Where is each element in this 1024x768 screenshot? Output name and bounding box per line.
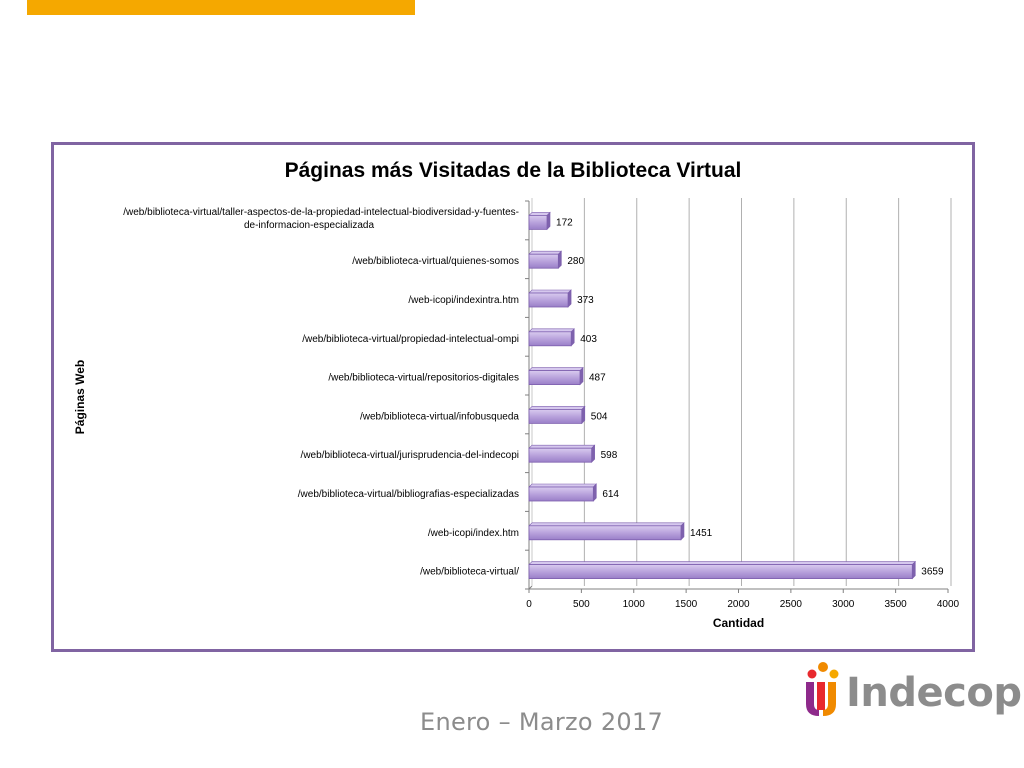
bar-side-face <box>567 289 572 308</box>
bar-value-label: 614 <box>602 489 619 500</box>
category-label: /web-icopi/index.htm <box>428 528 519 539</box>
bar-top-face <box>528 561 917 565</box>
bar-top-face <box>528 328 575 333</box>
category-label: /web/biblioteca-virtual/quienes-somos <box>352 256 519 267</box>
category-label: /web/biblioteca-virtual/jurisprudencia-d… <box>301 450 519 461</box>
bar-value-label: 3659 <box>921 567 944 578</box>
bar <box>528 331 572 347</box>
x-tick-label: 1000 <box>623 599 646 610</box>
axis-depth-line <box>528 585 533 590</box>
x-tick-label: 2500 <box>780 599 803 610</box>
bar-side-face <box>579 366 584 386</box>
bar <box>528 292 569 308</box>
bar-top-face <box>528 444 596 449</box>
bar <box>528 215 548 230</box>
x-tick-label: 4000 <box>937 599 960 610</box>
bar-top-face <box>528 250 563 255</box>
bar-value-label: 598 <box>601 450 618 461</box>
bar-side-face <box>546 211 551 231</box>
bar-top-face <box>528 406 586 410</box>
category-label: /web-icopi/indexintra.htm <box>408 295 519 306</box>
accent-bar <box>27 0 415 15</box>
x-tick-label: 3000 <box>832 599 855 610</box>
bar-top-face <box>528 522 685 527</box>
bar <box>528 564 913 580</box>
x-axis-title: Cantidad <box>713 616 764 630</box>
chart-frame: Páginas más Visitadas de la Biblioteca V… <box>51 142 975 652</box>
category-label: /web/biblioteca-virtual/ <box>420 567 519 578</box>
bar-side-face <box>593 483 597 502</box>
category-label: /web/biblioteca-virtual/taller-aspectos-… <box>123 207 519 218</box>
bar-side-face <box>680 522 685 541</box>
category-label: /web/biblioteca-virtual/bibliografias-es… <box>298 489 519 500</box>
bar-side-face <box>570 328 575 347</box>
chart-title: Páginas más Visitadas de la Biblioteca V… <box>284 159 742 182</box>
bar-side-face <box>591 444 595 463</box>
bar-value-label: 280 <box>567 256 584 267</box>
bar <box>528 408 583 424</box>
bar-top-face <box>528 289 572 294</box>
bar <box>528 525 682 541</box>
y-axis-title: Páginas Web <box>73 360 87 434</box>
x-tick-label: 3500 <box>885 599 908 610</box>
bar-side-face <box>581 405 586 425</box>
bar-side-face <box>558 250 562 269</box>
bar <box>528 370 581 386</box>
bar-top-face <box>528 483 598 488</box>
bar-top-face <box>528 212 551 216</box>
category-label: de-informacion-especializada <box>244 220 375 231</box>
bar-top-face <box>528 367 584 371</box>
indecopi-logo: Indecopi <box>803 660 1024 720</box>
bar-value-label: 172 <box>556 217 573 228</box>
bar <box>528 486 594 502</box>
bar-side-face <box>911 560 916 580</box>
x-tick-label: 500 <box>573 599 590 610</box>
bar-chart: 0 500 1000 1500 2000 2500 3000 3500 4000 172/web/… <box>73 198 960 630</box>
logo-text: Indecopi <box>846 670 1024 716</box>
footer-date: Enero – Marzo 2017 <box>420 708 664 736</box>
category-label: /web/biblioteca-virtual/repositorios-dig… <box>328 373 519 384</box>
category-label: /web/biblioteca-virtual/propiedad-intele… <box>302 334 519 345</box>
bar <box>528 447 593 463</box>
bar-value-label: 487 <box>589 373 606 384</box>
x-tick-label: 2000 <box>727 599 750 610</box>
indecopi-logo-icon <box>806 662 839 716</box>
x-tick-label: 0 <box>526 599 532 610</box>
bar-value-label: 403 <box>580 334 597 345</box>
bar-value-label: 504 <box>591 411 608 422</box>
bar-value-label: 1451 <box>690 528 713 539</box>
bar <box>528 253 559 269</box>
bar-value-label: 373 <box>577 295 594 306</box>
x-tick-label: 1500 <box>675 599 698 610</box>
category-label: /web/biblioteca-virtual/infobusqueda <box>360 411 519 422</box>
